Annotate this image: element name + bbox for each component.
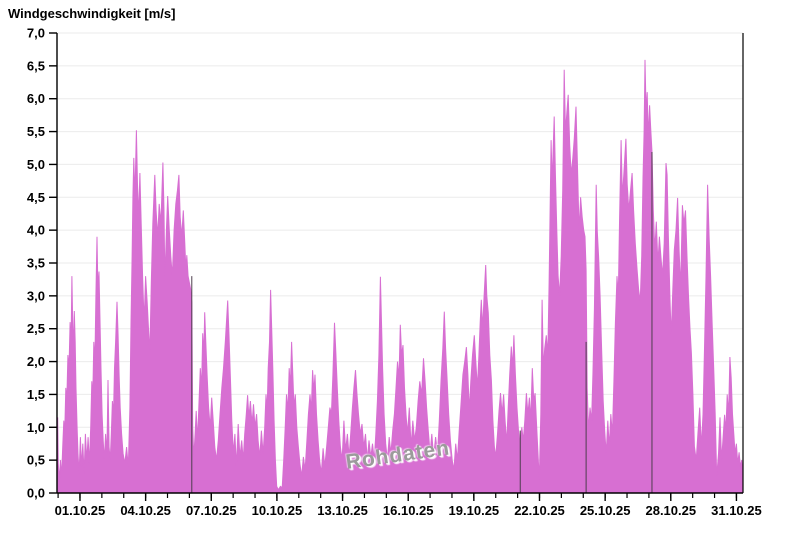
y-tick-label: 0,0: [27, 486, 45, 501]
x-tick-label: 22.10.25: [514, 503, 565, 518]
y-tick-label: 4,0: [27, 223, 45, 238]
wind-speed-area-series: [56, 59, 744, 494]
y-tick-label: 2,0: [27, 354, 45, 369]
y-tick-label: 2,5: [27, 321, 45, 336]
x-tick-label: 04.10.25: [120, 503, 171, 518]
chart-title: Windgeschwindigkeit [m/s]: [8, 6, 176, 21]
x-tick-label: 19.10.25: [449, 503, 500, 518]
x-tick-label: 25.10.25: [580, 503, 631, 518]
x-tick-label: 07.10.25: [186, 503, 237, 518]
x-tick-label: 13.10.25: [317, 503, 368, 518]
y-tick-label: 7,0: [27, 26, 45, 41]
y-tick-label: 3,0: [27, 288, 45, 303]
y-tick-label: 1,5: [27, 387, 45, 402]
x-tick-label: 16.10.25: [383, 503, 434, 518]
x-tick-label: 28.10.25: [645, 503, 696, 518]
y-tick-label: 5,0: [27, 157, 45, 172]
x-tick-label: 10.10.25: [252, 503, 303, 518]
y-tick-label: 0,5: [27, 453, 45, 468]
y-tick-label: 3,5: [27, 256, 45, 271]
y-tick-label: 6,5: [27, 58, 45, 73]
y-tick-label: 1,0: [27, 420, 45, 435]
y-tick-label: 5,5: [27, 124, 45, 139]
x-tick-label: 31.10.25: [711, 503, 762, 518]
y-tick-label: 6,0: [27, 91, 45, 106]
y-tick-label: 4,5: [27, 190, 45, 205]
x-tick-label: 01.10.25: [55, 503, 106, 518]
